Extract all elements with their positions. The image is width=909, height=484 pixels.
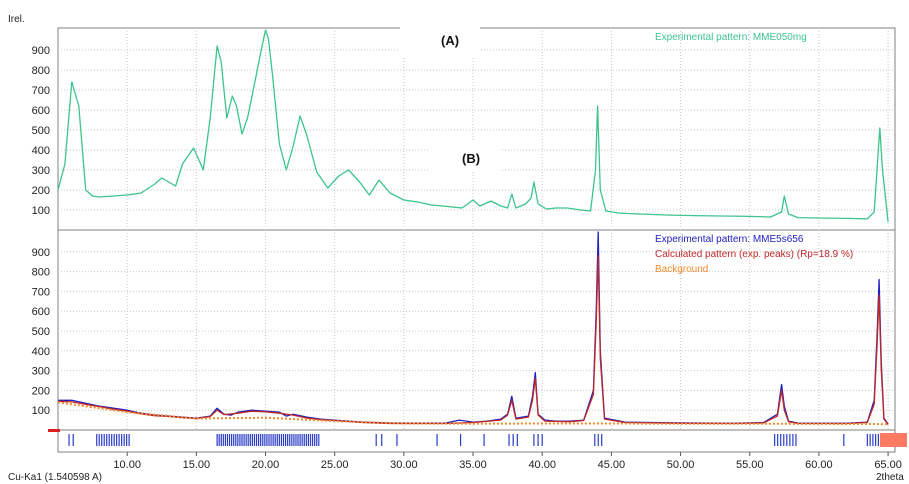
x-tick-label: 25.00 <box>321 459 349 471</box>
y-tick-label: 300 <box>32 165 50 177</box>
panel-a-label: (A) <box>441 33 459 48</box>
y-tick-label: 800 <box>32 267 50 279</box>
x-tick-labels: 10.00 15.00 20.00 25.00 30.00 35.00 40.00 45.00… <box>113 452 902 471</box>
bottom-grid <box>58 230 895 430</box>
top-grid <box>58 28 895 230</box>
x-tick-label: 30.00 <box>390 459 418 471</box>
x-tick-label: 65.00 <box>874 459 902 471</box>
x-tick-label: 15.00 <box>183 459 211 471</box>
y-tick-label: 200 <box>32 385 50 397</box>
x-tick-label: 50.00 <box>667 459 695 471</box>
top-panel-frame <box>57 27 896 231</box>
legend-bottom-calculated: Calculated pattern (exp. peaks) (Rp=18.9… <box>655 249 853 260</box>
x-tick-label: 10.00 <box>113 459 141 471</box>
x-tick-label: 20.00 <box>252 459 280 471</box>
y-tick-label: 800 <box>32 65 50 77</box>
bottom-y-tick-labels: 100 200 300 400 500 600 700 800 900 <box>32 247 50 417</box>
panel-a-backdrop <box>400 20 480 56</box>
y-tick-label: 100 <box>32 205 50 217</box>
y-tick-label: 900 <box>32 247 50 259</box>
wavelength-label: Cu-Ka1 (1.540598 A) <box>8 472 102 483</box>
strip-left-marker <box>48 429 60 432</box>
y-tick-label: 300 <box>32 366 50 378</box>
x-tick-label: 35.00 <box>459 459 487 471</box>
legend-bottom-background: Background <box>655 264 708 275</box>
y-tick-label: 400 <box>32 346 50 358</box>
legend-top-experimental: Experimental pattern: MME050mg <box>655 32 807 43</box>
x-tick-label: 55.00 <box>736 459 764 471</box>
x-tick-label: 45.00 <box>598 459 626 471</box>
bottom-series-group <box>57 231 889 426</box>
x-tick-label: 60.00 <box>805 459 833 471</box>
y-tick-label: 700 <box>32 286 50 298</box>
reflection-tick-group <box>68 434 882 446</box>
y-tick-label: 400 <box>32 145 50 157</box>
top-series-group <box>57 29 889 223</box>
panel-b-label: (B) <box>462 151 480 166</box>
bottom-panel-frame <box>57 229 896 431</box>
series-line-bottom-2 <box>57 401 889 426</box>
legend-bottom-experimental: Experimental pattern: MME5s656 <box>655 234 804 245</box>
series-line-top-0 <box>57 29 889 223</box>
y-tick-label: 100 <box>32 405 50 417</box>
y-tick-label: 600 <box>32 105 50 117</box>
reflections-strip <box>57 429 896 453</box>
y-tick-label: 900 <box>32 45 50 57</box>
strip-range-box <box>880 433 907 447</box>
y-tick-label: 500 <box>32 125 50 137</box>
y-axis-title: Irel. <box>8 14 25 25</box>
x-tick-label: 40.00 <box>528 459 556 471</box>
y-tick-label: 200 <box>32 185 50 197</box>
x-axis-title: 2theta <box>876 472 904 483</box>
y-tick-label: 500 <box>32 326 50 338</box>
top-y-tick-labels: 100 200 300 400 500 600 700 800 900 <box>32 45 50 217</box>
y-tick-label: 600 <box>32 306 50 318</box>
y-tick-label: 700 <box>32 85 50 97</box>
panel-b-backdrop <box>430 142 500 172</box>
